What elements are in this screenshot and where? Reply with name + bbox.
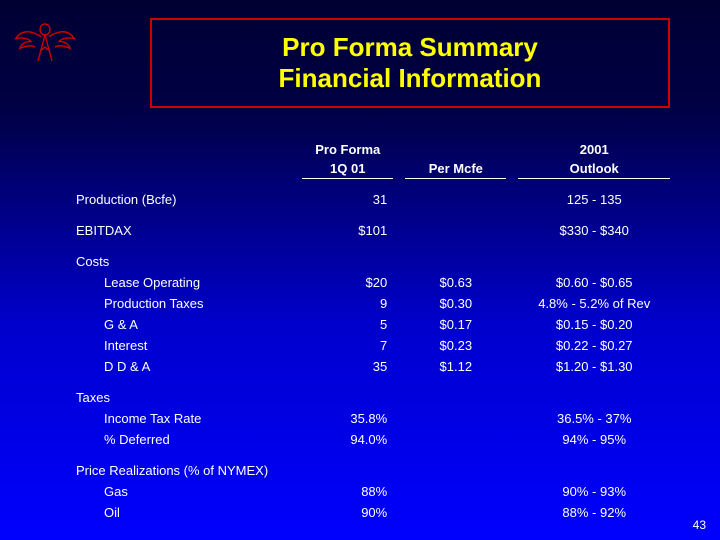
col-proforma-l1: Pro Forma	[302, 140, 393, 159]
row-taxes-header: Taxes	[70, 387, 670, 408]
eagle-logo	[10, 10, 80, 70]
row-oil: Oil 90% 88% - 92%	[70, 502, 670, 523]
row-prodtax: Production Taxes 9 $0.30 4.8% - 5.2% of …	[70, 293, 670, 314]
page-number: 43	[693, 518, 706, 532]
row-price-header: Price Realizations (% of NYMEX)	[70, 460, 670, 481]
row-lease: Lease Operating $20 $0.63 $0.60 - $0.65	[70, 272, 670, 293]
col-outlook-l2: Outlook	[518, 159, 670, 179]
row-ga: G & A 5 $0.17 $0.15 - $0.20	[70, 314, 670, 335]
col-proforma-l2: 1Q 01	[302, 159, 393, 179]
col-mcfe: Per Mcfe	[405, 159, 506, 179]
row-production: Production (Bcfe) 31 125 - 135	[70, 189, 670, 210]
col-outlook-l1: 2001	[518, 140, 670, 159]
row-ebitdax: EBITDAX $101 $330 - $340	[70, 220, 670, 241]
title-line2: Financial Information	[279, 63, 542, 93]
row-interest: Interest 7 $0.23 $0.22 - $0.27	[70, 335, 670, 356]
row-dda: D D & A 35 $1.12 $1.20 - $1.30	[70, 356, 670, 377]
title-line1: Pro Forma Summary	[282, 32, 538, 62]
row-gas: Gas 88% 90% - 93%	[70, 481, 670, 502]
row-costs-header: Costs	[70, 251, 670, 272]
title-box: Pro Forma Summary Financial Information	[150, 18, 670, 108]
row-inctax: Income Tax Rate 35.8% 36.5% - 37%	[70, 408, 670, 429]
financial-table: Pro Forma 2001 1Q 01 Per Mcfe Outlook Pr…	[70, 140, 670, 523]
row-deferred: % Deferred 94.0% 94% - 95%	[70, 429, 670, 450]
